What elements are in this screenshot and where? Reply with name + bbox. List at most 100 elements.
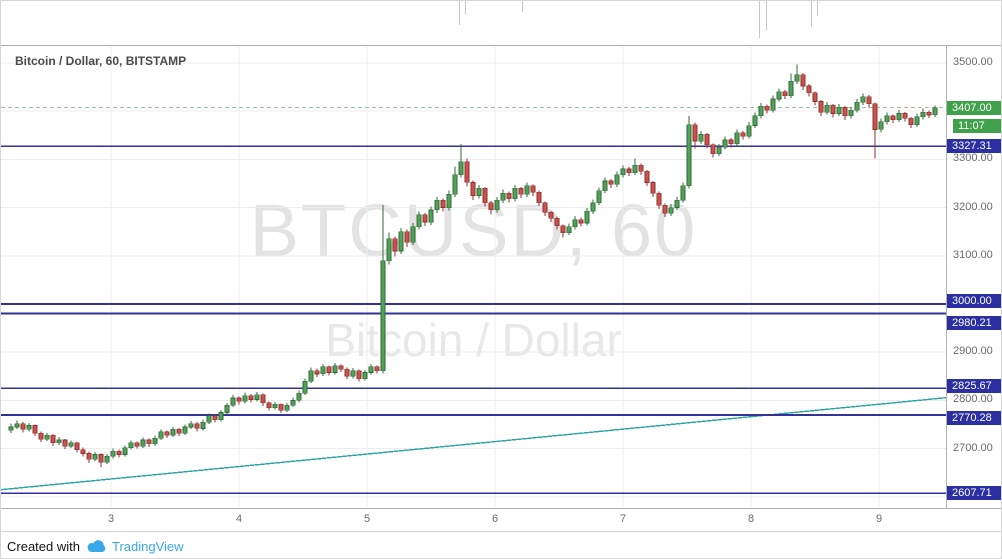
- candle-down: [542, 202, 548, 213]
- chart-area[interactable]: BTCUSD, 60 Bitcoin / Dollar Bitcoin / Do…: [1, 46, 947, 508]
- candle-up: [632, 164, 638, 174]
- candle-down: [740, 132, 746, 137]
- candle-up: [368, 366, 374, 373]
- artifact-tick: [522, 1, 523, 12]
- candle-down: [356, 370, 362, 380]
- candle-up: [494, 200, 500, 211]
- candle-up: [188, 423, 194, 428]
- candle-up: [386, 238, 392, 261]
- candle-up: [716, 147, 722, 154]
- time-axis-label: 7: [619, 513, 627, 525]
- candle-down: [74, 442, 80, 450]
- candle-up: [572, 219, 578, 228]
- candle-up: [722, 139, 728, 148]
- candlestick-plot[interactable]: [1, 46, 947, 508]
- candle-down: [626, 168, 632, 174]
- candle-up: [284, 404, 290, 411]
- candle-up: [848, 109, 854, 117]
- price-axis-label: 2700.00: [953, 442, 993, 454]
- candle-down: [518, 188, 524, 195]
- chart-legend-title: Bitcoin / Dollar, 60, BITSTAMP: [15, 54, 187, 68]
- candle-down: [536, 191, 542, 204]
- candle-up: [680, 185, 686, 201]
- candle-down: [608, 180, 614, 185]
- candle-up: [182, 426, 188, 434]
- candle-down: [176, 429, 182, 434]
- candle-down: [506, 192, 512, 200]
- time-axis[interactable]: 3 4 5 6 7 8 9: [1, 508, 1001, 531]
- tradingview-brand-link[interactable]: TradingView: [111, 538, 184, 554]
- candle-up: [566, 226, 572, 233]
- candle-up: [68, 442, 74, 447]
- candle-up: [122, 447, 128, 455]
- candle-up: [92, 454, 98, 460]
- candle-up: [854, 102, 860, 111]
- candle-down: [764, 105, 770, 111]
- candle-down: [326, 366, 332, 373]
- candle-up: [794, 74, 800, 82]
- candle-down: [692, 124, 698, 142]
- candle-down: [314, 370, 320, 375]
- candle-down: [86, 453, 92, 460]
- candle-down: [650, 182, 656, 194]
- level-price-badge: 2825.67: [947, 379, 1001, 393]
- candle-down: [392, 238, 398, 252]
- price-axis-label: 3500.00: [953, 56, 993, 68]
- candle-up: [752, 115, 758, 126]
- candle-up: [758, 105, 764, 117]
- candle-up: [308, 370, 314, 382]
- candle-up: [734, 132, 740, 145]
- candle-up: [332, 365, 338, 373]
- level-price-badge: 2607.71: [947, 486, 1001, 500]
- price-axis[interactable]: 3500.003400.003300.003200.003100.003000.…: [947, 46, 1001, 508]
- candle-up: [152, 437, 158, 445]
- candle-up: [884, 115, 890, 123]
- candle-up: [668, 207, 674, 214]
- candle-down: [470, 182, 476, 196]
- candle-up: [410, 226, 416, 243]
- price-axis-label: 2800.00: [953, 393, 993, 405]
- candle-down: [638, 164, 644, 172]
- level-price-badge: 2770.28: [947, 411, 1001, 425]
- candle-up: [500, 192, 506, 201]
- artifact-tick: [459, 1, 460, 25]
- candle-down: [872, 103, 878, 130]
- candle-up: [686, 124, 692, 187]
- trendline[interactable]: [1, 396, 947, 491]
- candle-up: [920, 111, 926, 118]
- candle-down: [902, 113, 908, 119]
- candle-up: [932, 107, 938, 116]
- candle-up: [320, 366, 326, 375]
- candle-down: [266, 402, 272, 408]
- candle-up: [596, 190, 602, 204]
- candle-down: [62, 439, 68, 447]
- level-price-badge: 3000.00: [947, 294, 1001, 308]
- candle-up: [170, 429, 176, 436]
- candle-up: [788, 80, 794, 97]
- price-axis-label: 3100.00: [953, 249, 993, 261]
- watermark-name: Bitcoin / Dollar: [325, 314, 622, 366]
- candle-down: [548, 212, 554, 219]
- candle-down: [50, 434, 56, 444]
- candle-up: [26, 425, 32, 430]
- candle-up: [350, 370, 356, 377]
- tradingview-cloud-icon: [87, 540, 106, 552]
- candle-up: [206, 415, 212, 423]
- candle-down: [344, 368, 350, 377]
- candle-up: [128, 442, 134, 448]
- candle-up: [776, 91, 782, 100]
- artifact-tick: [817, 1, 818, 16]
- candle-up: [746, 125, 752, 137]
- current-price-badge: 3407.00: [947, 101, 1001, 115]
- candle-down: [260, 394, 266, 404]
- candle-down: [806, 85, 812, 94]
- candle-down: [908, 118, 914, 125]
- artifact-tick: [465, 1, 466, 14]
- candle-up: [416, 214, 422, 228]
- candle-down: [530, 185, 536, 193]
- created-with-label: Created with: [7, 538, 80, 554]
- candle-up: [602, 180, 608, 191]
- candle-up: [14, 423, 20, 428]
- candle-up: [446, 193, 452, 208]
- candle-up: [836, 106, 842, 114]
